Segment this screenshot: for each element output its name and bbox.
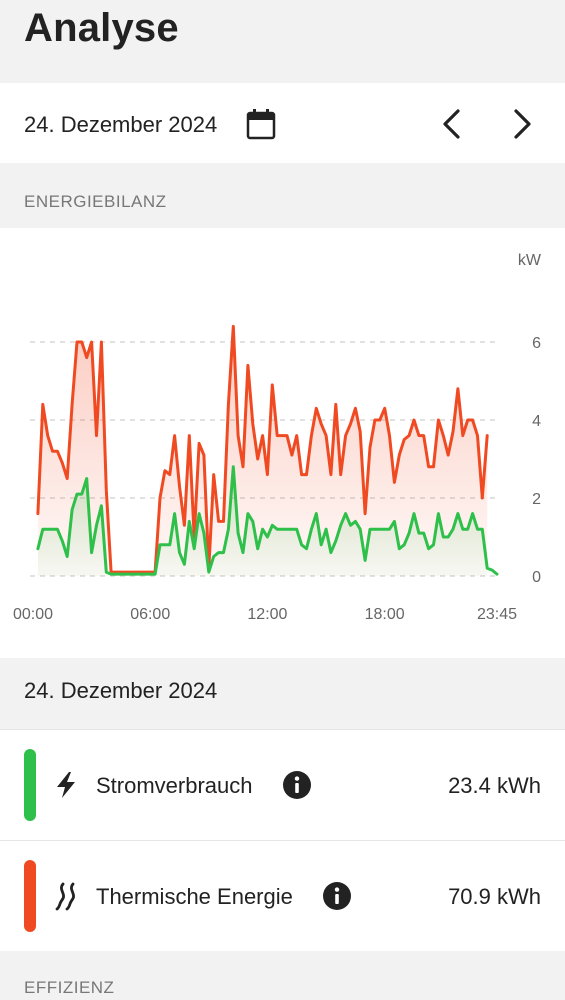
energy-chart[interactable]: 0 2 4 6 00:00 06:00 12:00 18:00 23:45 kW [0,228,565,658]
x-tick-label: 00:00 [13,606,53,623]
metric-color-bar [24,749,36,821]
heat-waves-icon [55,882,75,911]
x-tick-label: 06:00 [130,606,170,623]
metric-value: 70.9 kWh [448,884,541,909]
title-bar: Analyse [0,0,565,83]
lightning-icon [57,772,75,798]
thermal-series-area [37,326,488,576]
metric-label: Thermische Energie [96,884,293,909]
y-tick-label: 6 [532,335,541,352]
selected-date[interactable]: 24. Dezember 2024 [24,112,218,137]
summary-date: 24. Dezember 2024 [24,678,218,703]
x-tick-label: 23:45 [477,606,517,623]
chevron-right-icon [514,109,531,139]
thermal-series-line [36,324,489,574]
electricity-series-area [37,466,498,576]
date-bar: 24. Dezember 2024 [0,83,565,163]
y-tick-label: 0 [532,569,541,586]
next-day-button[interactable] [502,104,542,144]
electricity-series-line [36,465,499,576]
energy-chart-panel: 0 2 4 6 00:00 06:00 12:00 18:00 23:45 kW [0,228,565,658]
y-tick-label: 2 [532,491,541,508]
section-label-efficiency: EFFIZIENZ [24,978,115,997]
divider [0,729,565,730]
section-label-energy: ENERGIEBILANZ [24,192,167,211]
metric-row-electricity: Stromverbrauch 23.4 kWh [0,730,565,840]
info-icon[interactable] [322,881,352,911]
calendar-icon[interactable] [246,108,276,140]
section-header-efficiency: EFFIZIENZ [0,951,565,1000]
section-header-energy: ENERGIEBILANZ [0,163,565,227]
x-tick-label: 18:00 [365,606,405,623]
x-tick-label: 12:00 [247,606,287,623]
y-tick-label: 4 [532,413,541,430]
metric-value: 23.4 kWh [448,773,541,798]
metric-label: Stromverbrauch [96,773,253,798]
info-icon[interactable] [282,770,312,800]
metric-row-thermal: Thermische Energie 70.9 kWh [0,841,565,951]
page-title: Analyse [24,6,179,50]
metric-color-bar [24,860,36,932]
y-axis-unit: kW [518,252,542,269]
divider [0,840,565,841]
previous-day-button[interactable] [432,104,472,144]
chevron-left-icon [443,109,460,139]
